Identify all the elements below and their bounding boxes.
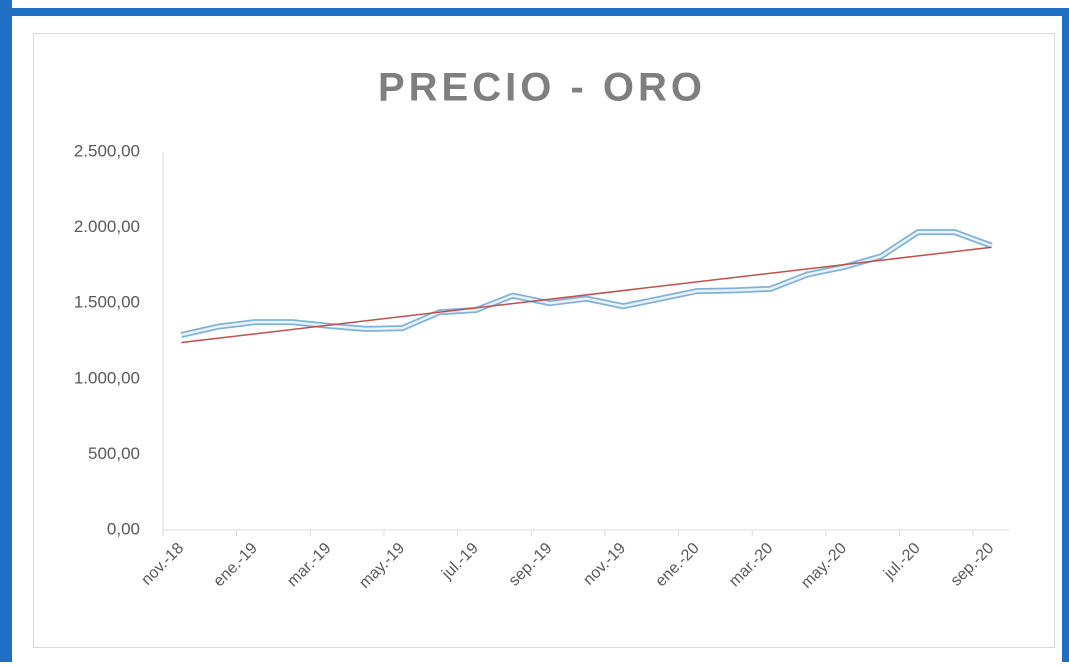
chart-title: PRECIO - ORO — [378, 66, 706, 110]
frame-right — [1062, 8, 1069, 662]
frame-top — [0, 8, 1069, 16]
y-tick-label: 1.000,00 — [74, 368, 140, 387]
frame-left — [0, 0, 12, 662]
trendline — [181, 246, 992, 344]
y-tick-label: 1.500,00 — [74, 293, 140, 312]
y-tick-label: 2.500,00 — [74, 141, 140, 160]
y-tick-label: 500,00 — [88, 444, 140, 463]
y-tick-label: 2.000,00 — [74, 217, 140, 236]
y-tick-label: 0,00 — [107, 519, 140, 538]
